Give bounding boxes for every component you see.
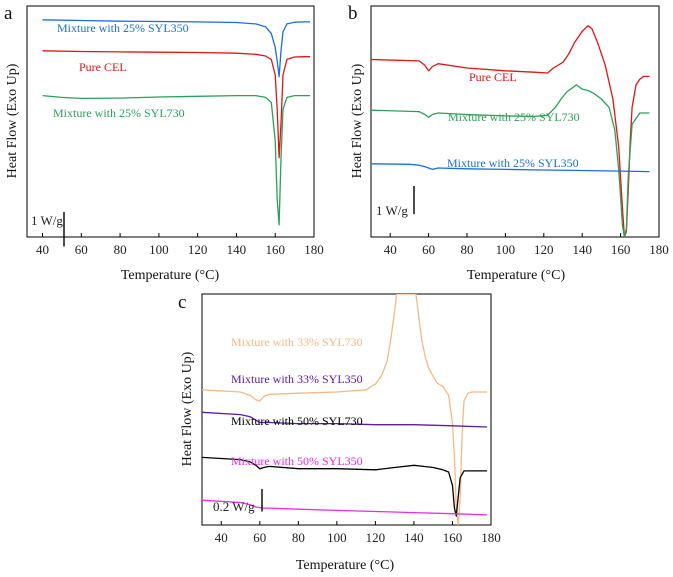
panel-c-label: c — [178, 292, 186, 313]
panel-a-xtick-label-40: 40 — [36, 242, 49, 257]
panel-b-xtick-label-60: 60 — [422, 242, 435, 257]
panel-a-label-syl350: Mixture with 25% SYL350 — [57, 21, 189, 35]
panel-b-ylabel: Heat Flow (Exo Up) — [350, 63, 365, 178]
panel-b-xtick-label-140: 140 — [572, 242, 592, 257]
panel-b-xtick-label-80: 80 — [461, 242, 474, 257]
panel-b-xtick-label-120: 120 — [534, 242, 554, 257]
panel-c-xtick-label-140: 140 — [404, 530, 424, 545]
panel-b-xticks: 40 60 80 100 120 140 160 180 — [384, 233, 669, 257]
panel-a-xtick-label-60: 60 — [75, 242, 88, 257]
panel-a-label-syl730: Mixture with 25% SYL730 — [53, 106, 185, 120]
panel-c: c Heat Flow (Exo Up) Temperature (°C) 40… — [178, 292, 501, 573]
panel-c-series-line-2 — [202, 456, 488, 517]
panel-b-series-line-0 — [371, 25, 650, 237]
panel-a-xtick-label-120: 120 — [188, 242, 208, 257]
panel-c-ylabel: Heat Flow (Exo Up) — [180, 351, 195, 466]
panel-b-xtick-label-100: 100 — [496, 242, 516, 257]
panel-c-label-50-syl350: Mixture with 50% SYL350 — [231, 454, 363, 468]
panel-c-series-line-3 — [202, 499, 488, 516]
panel-c-xticks: 40 60 80 100 120 140 160 180 — [215, 521, 501, 545]
panel-a-xtick-label-80: 80 — [114, 242, 127, 257]
panel-c-xtick-label-180: 180 — [481, 530, 501, 545]
panel-a-series-line-2 — [42, 94, 311, 226]
panel-c-label-33-syl730: Mixture with 33% SYL730 — [231, 335, 363, 349]
panel-c-scale-bar: 0.2 W/g — [213, 489, 263, 514]
panel-a-label: a — [4, 3, 13, 24]
panel-a-xtick-label-100: 100 — [149, 242, 169, 257]
panel-b: b Heat Flow (Exo Up) Temperature (°C) 40… — [348, 3, 669, 283]
panel-b-xlabel: Temperature (°C) — [467, 268, 566, 283]
panel-c-label-50-syl730: Mixture with 50% SYL730 — [231, 414, 363, 428]
panel-c-xtick-label-100: 100 — [327, 530, 347, 545]
panel-c-series-line-1 — [202, 411, 488, 428]
panel-b-label: b — [348, 3, 358, 24]
panel-c-series — [202, 294, 488, 525]
panel-c-series-line-0 — [202, 294, 488, 525]
panel-c-label-33-syl350: Mixture with 33% SYL350 — [231, 372, 363, 386]
panel-a-xtick-label-180: 180 — [304, 242, 324, 257]
panel-c-xtick-label-160: 160 — [443, 530, 463, 545]
panel-a-xtick-label-160: 160 — [265, 242, 285, 257]
panel-a-ylabel: Heat Flow (Exo Up) — [5, 63, 20, 178]
panel-b-label-syl350: Mixture with 25% SYL350 — [447, 156, 579, 170]
panel-c-xtick-label-40: 40 — [215, 530, 228, 545]
panel-b-scale-bar: 1 W/g — [376, 186, 415, 218]
panel-a-frame — [26, 5, 315, 238]
panel-b-scale-bar-label: 1 W/g — [376, 203, 408, 218]
panel-a-xtick-label-140: 140 — [227, 242, 247, 257]
panel-a-series-line-0 — [42, 19, 311, 78]
panel-a-series-line-1 — [42, 50, 311, 159]
panel-a-xlabel: Temperature (°C) — [121, 268, 220, 283]
panel-a-scale-bar: 1 W/g — [31, 212, 65, 247]
panel-c-scale-bar-label: 0.2 W/g — [213, 499, 255, 514]
panel-b-series-line-2 — [371, 163, 650, 173]
panel-b-series-line-1 — [371, 84, 650, 237]
panel-a-xticks: 40 60 80 100 120 140 160 180 — [36, 233, 324, 257]
panel-b-series — [371, 25, 650, 237]
panel-b-xtick-label-180: 180 — [649, 242, 669, 257]
panel-a-label-pure-cel: Pure CEL — [79, 60, 127, 74]
panel-c-frame — [201, 293, 492, 526]
panel-a-series — [42, 19, 311, 226]
panel-b-frame — [370, 5, 660, 238]
panel-a-scale-bar-label: 1 W/g — [31, 213, 63, 228]
panel-b-label-pure-cel: Pure CEL — [469, 70, 517, 84]
panel-b-xtick-label-160: 160 — [611, 242, 631, 257]
panel-b-xtick-label-40: 40 — [384, 242, 397, 257]
panel-b-label-syl730: Mixture with 25% SYL730 — [448, 110, 580, 124]
panel-c-xtick-label-60: 60 — [253, 530, 266, 545]
panel-a: a Heat Flow (Exo Up) Temperature (°C) 40… — [4, 3, 324, 283]
panel-c-xtick-label-80: 80 — [292, 530, 305, 545]
panel-c-xtick-label-120: 120 — [366, 530, 386, 545]
panel-c-xlabel: Temperature (°C) — [296, 558, 395, 573]
